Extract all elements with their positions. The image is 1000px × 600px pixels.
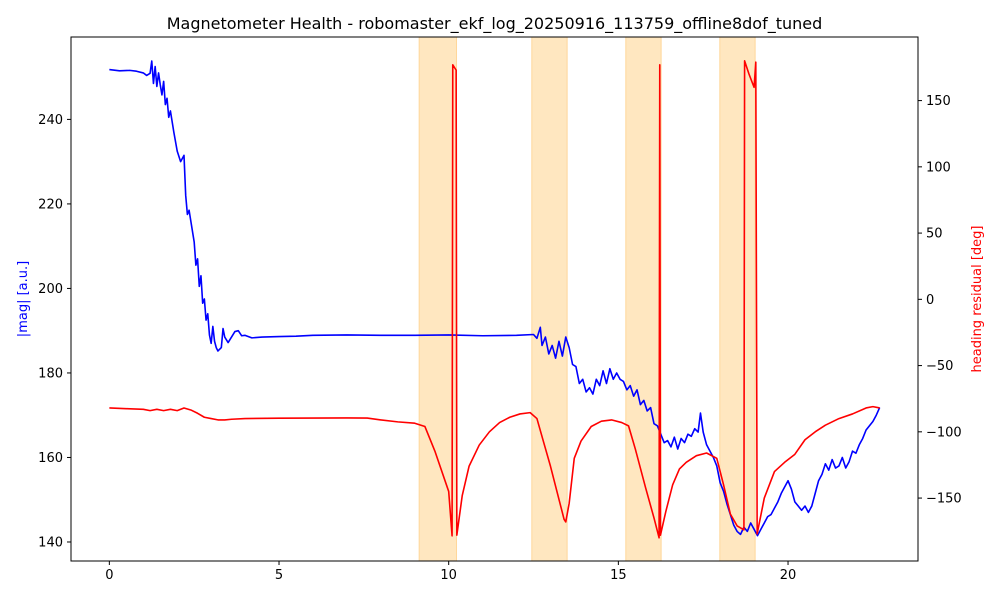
highlight-span-1	[418, 36, 457, 562]
right-y-tick-label: 100	[926, 160, 951, 175]
highlight-span-2	[531, 36, 568, 562]
x-tick-label: 5	[275, 568, 283, 583]
left-y-tick-label: 180	[38, 366, 63, 381]
highlight-span-3	[625, 36, 662, 562]
x-tick-label: 0	[105, 568, 113, 583]
left-y-tick-label: 240	[38, 113, 63, 128]
right-y-axis-label: heading residual [deg]	[970, 226, 985, 373]
plot-frame	[70, 36, 919, 562]
right-y-tick-label: −150	[926, 492, 962, 507]
left-y-tick-label: 140	[38, 535, 63, 550]
right-y-tick-label: 50	[926, 227, 943, 242]
series-lines	[109, 60, 881, 539]
chart-title: Magnetometer Health - robomaster_ekf_log…	[167, 14, 823, 34]
left-y-tick-label: 160	[38, 451, 63, 466]
x-axis-ticks: 0 5 10 15 20	[105, 561, 796, 583]
right-y-tick-label: 150	[926, 94, 951, 109]
x-tick-label: 10	[440, 568, 457, 583]
right-y-tick-label: −100	[926, 425, 962, 440]
heading-residual-line	[109, 60, 880, 539]
left-y-axis-ticks: 140 160 180 200 220 240	[38, 113, 71, 550]
right-y-axis-ticks: −150 −100 −50 0 50 100 150	[918, 94, 962, 507]
mag-magnitude-line	[109, 60, 881, 537]
left-y-axis-label: |mag| [a.u.]	[16, 261, 31, 337]
x-tick-label: 15	[610, 568, 627, 583]
right-y-tick-label: −50	[926, 359, 953, 374]
left-y-tick-label: 220	[38, 197, 63, 212]
highlight-span-4	[719, 36, 756, 562]
x-tick-label: 20	[780, 568, 797, 583]
highlight-spans	[418, 36, 756, 562]
left-y-tick-label: 200	[38, 282, 63, 297]
right-y-tick-label: 0	[926, 293, 934, 308]
